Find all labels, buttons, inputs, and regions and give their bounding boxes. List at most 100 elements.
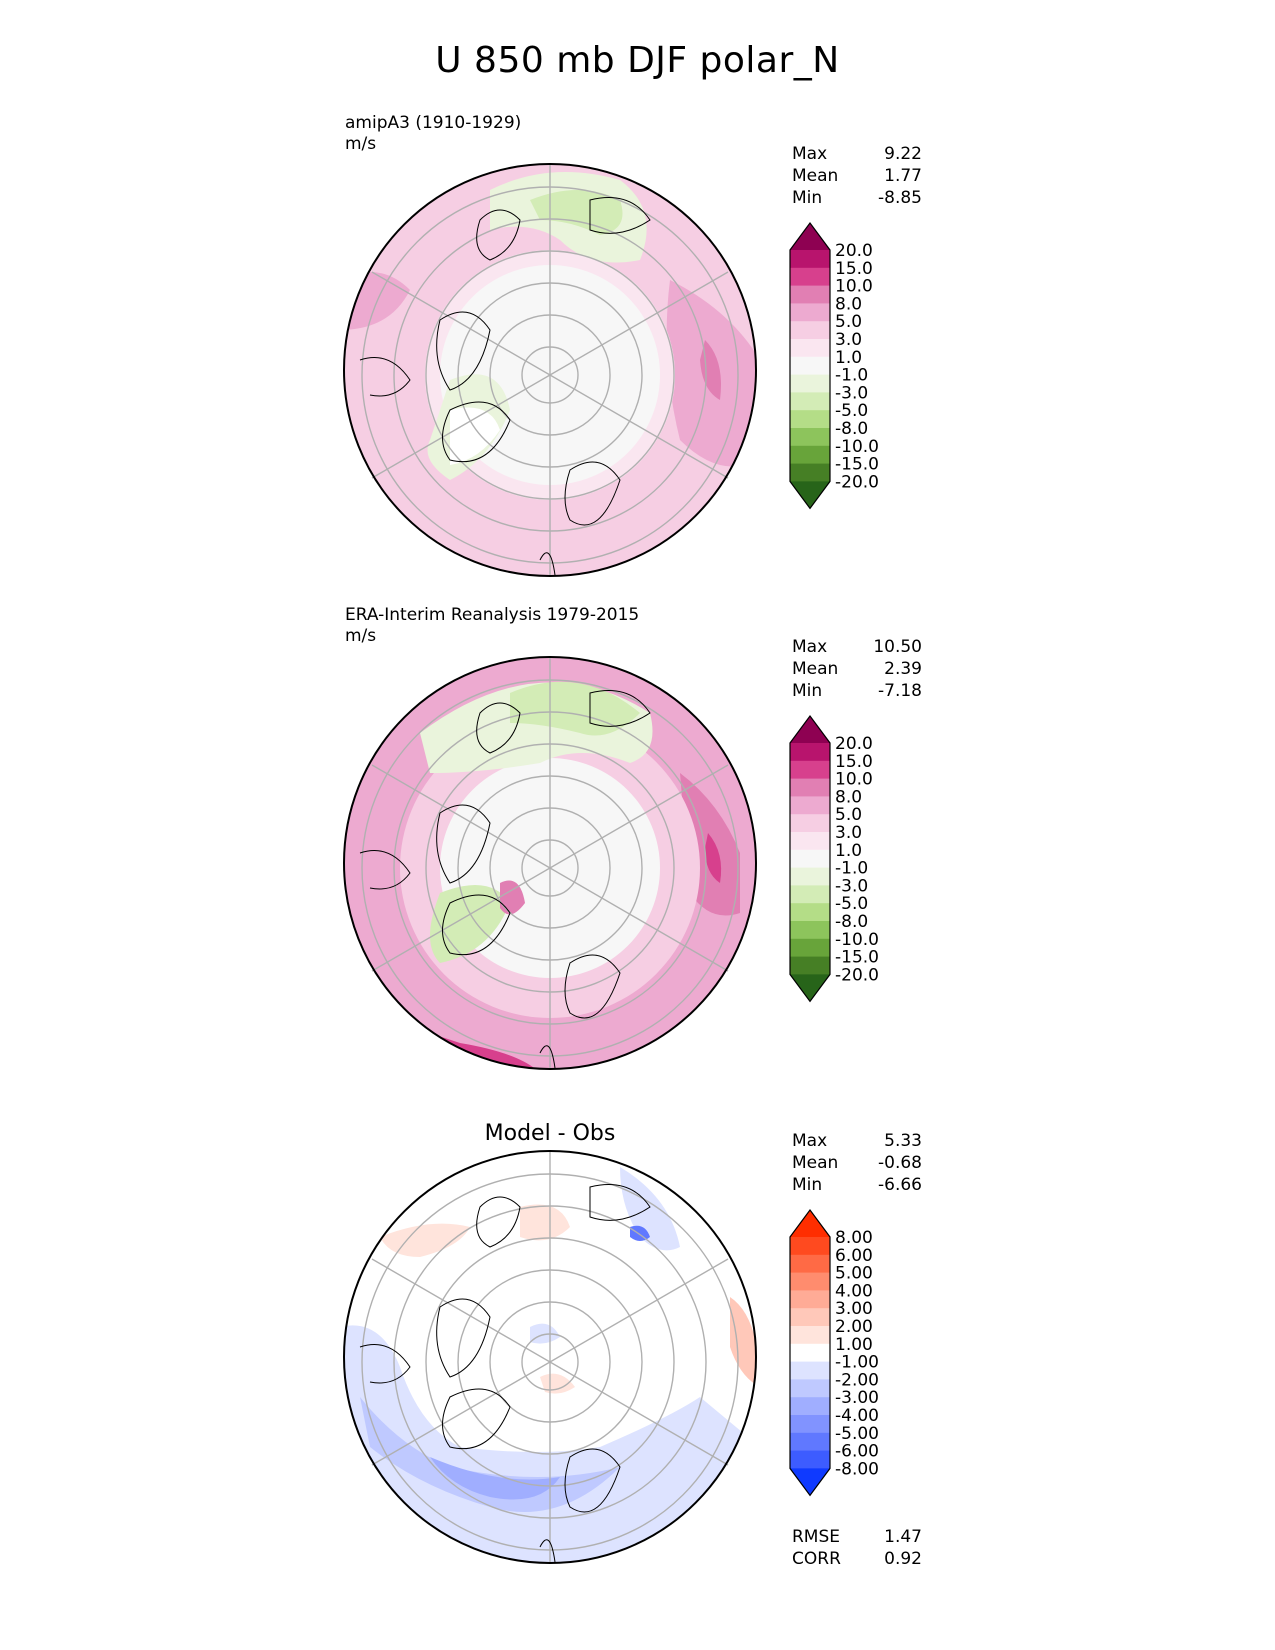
colorbar-tick-label: 8.0 [835,787,862,807]
obs-colorbar: 20.015.010.08.05.03.01.0-1.0-3.0-5.0-8.0… [789,715,879,1003]
model-units-label: m/s [345,134,377,154]
colorbar-segment [790,303,830,322]
colorbar-segment [790,849,830,869]
colorbar-segment [790,956,830,975]
colorbar-tick-label: -1.0 [835,859,868,879]
colorbar-segment [790,250,830,269]
colorbar-segment [790,1379,830,1398]
min-value: -8.85 [878,188,922,208]
max-label: Max [792,1131,828,1151]
colorbar-segment [790,832,830,851]
colorbar-segment [790,885,830,904]
colorbar-bottom-extension [790,974,830,1002]
colorbar-segment [790,778,830,797]
colorbar-bottom-extension [790,1468,830,1496]
obs-polar-map [343,656,757,1070]
colorbar-tick-label: 15.0 [835,752,873,772]
colorbar-tick-label: -3.0 [835,876,868,896]
colorbar-tick-label: -3.0 [835,383,868,403]
colorbar-tick-label: -2.00 [835,1370,879,1390]
colorbar-tick-label: -4.00 [835,1406,879,1426]
colorbar-top-extension [790,223,830,250]
colorbar-segment [790,1397,830,1416]
colorbar-segment [790,1290,830,1309]
colorbar-tick-label: 1.00 [835,1335,873,1355]
colorbar-segment [790,1450,830,1469]
colorbar-segment [790,267,830,287]
min-label: Min [792,1175,823,1195]
colorbar-segment [790,1432,830,1452]
max-label: Max [792,637,828,657]
colorbar-segment [790,867,830,886]
colorbar-tick-label: -8.0 [835,912,868,932]
colorbar-tick-label: 6.00 [835,1246,873,1266]
colorbar-segment [790,374,830,393]
colorbar-tick-label: 1.0 [835,348,862,368]
obs-dataset-label: ERA-Interim Reanalysis 1979-2015 [345,605,640,625]
colorbar-tick-label: 3.00 [835,1299,873,1319]
colorbar-tick-label: 8.00 [835,1228,873,1248]
colorbar-segment [790,356,830,376]
colorbar-segment [790,321,830,340]
colorbar-segment [790,1308,830,1327]
colorbar-outline [789,715,831,1003]
colorbar-bottom-extension [790,481,830,509]
colorbar-tick-label: 4.00 [835,1281,873,1301]
colorbar-segment [790,1343,830,1363]
colorbar-segment [790,760,830,780]
model-colorbar: 20.015.010.08.05.03.01.0-1.0-3.0-5.0-8.0… [789,222,879,510]
colorbar-tick-label: 15.0 [835,259,873,279]
max-value: 10.50 [873,637,922,657]
mean-label: Mean [792,659,839,679]
colorbar-segment [790,445,830,465]
colorbar-segment [790,921,830,940]
colorbar-top-extension [790,1210,830,1237]
colorbar-top-extension [790,716,830,743]
colorbar-segment [790,1326,830,1345]
colorbar-tick-label: -8.0 [835,419,868,439]
obs-panel-label: ERA-Interim Reanalysis 1979-2015 m/s [345,605,639,647]
model-dataset-label: amipA3 (1910-1929) [345,113,522,133]
max-label: Max [792,144,828,164]
colorbar-outline [789,1209,831,1497]
corr-value: 0.92 [884,1549,922,1569]
diff-skill-stats: RMSE 1.47 CORR 0.92 [792,1526,922,1570]
rmse-value: 1.47 [884,1527,922,1547]
max-value: 9.22 [884,144,922,164]
obs-stats: Max 10.50 Mean 2.39 Min -7.18 [792,636,922,702]
colorbar-tick-label: 5.0 [835,805,862,825]
colorbar-tick-label: -3.00 [835,1388,879,1408]
obs-units-label: m/s [345,626,377,646]
colorbar-segment [790,392,830,411]
figure-title: U 850 mb DJF polar_N [435,40,840,81]
colorbar-tick-label: -1.00 [835,1353,879,1373]
mean-value: -0.68 [878,1153,922,1173]
colorbar-tick-label: 5.00 [835,1264,873,1284]
colorbar-tick-label: 8.0 [835,294,862,314]
colorbar-tick-label: 2.00 [835,1317,873,1337]
colorbar-tick-label: 1.0 [835,841,862,861]
colorbar-segment [790,428,830,447]
colorbar-segment [790,1237,830,1256]
colorbar-segment [790,796,830,815]
colorbar-tick-label: 3.0 [835,330,862,350]
colorbar-tick-label: -10.0 [835,437,879,457]
colorbar-outline [789,222,831,510]
min-value: -6.66 [878,1175,922,1195]
diff-polar-map [343,1150,757,1564]
max-value: 5.33 [884,1131,922,1151]
colorbar-tick-label: 20.0 [835,734,873,754]
colorbar-segment [790,1254,830,1274]
colorbar-segment [790,814,830,833]
model-polar-map [343,163,757,577]
colorbar-segment [790,1415,830,1434]
diff-stats: Max 5.33 Mean -0.68 Min -6.66 [792,1130,922,1196]
rmse-label: RMSE [792,1527,841,1547]
corr-label: CORR [792,1549,841,1569]
mean-value: 1.77 [884,166,922,186]
colorbar-segment [790,463,830,482]
min-label: Min [792,681,823,701]
model-stats: Max 9.22 Mean 1.77 Min -8.85 [792,143,922,209]
colorbar-tick-label: -5.0 [835,401,868,421]
colorbar-segment [790,1361,830,1380]
